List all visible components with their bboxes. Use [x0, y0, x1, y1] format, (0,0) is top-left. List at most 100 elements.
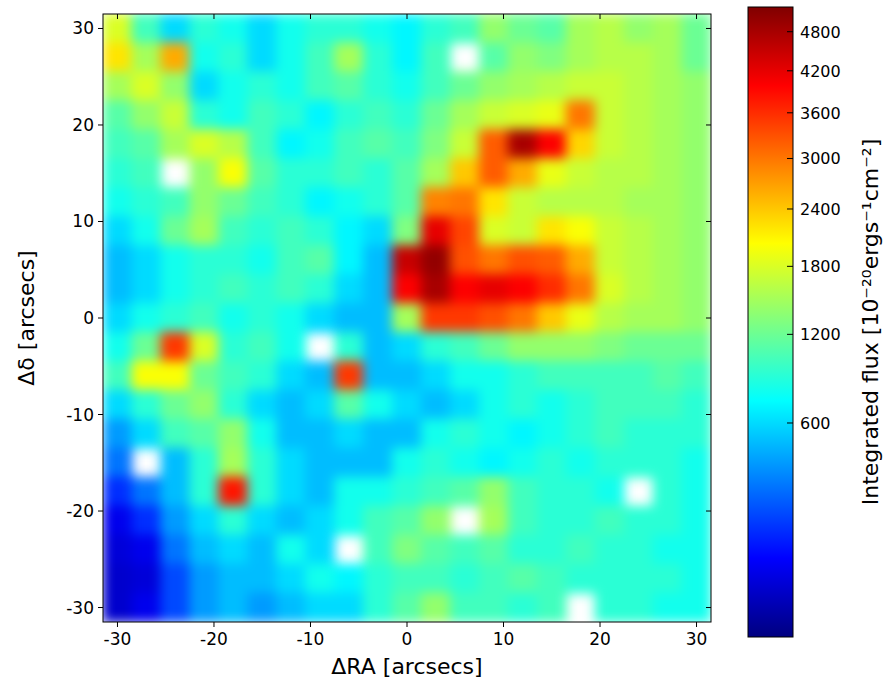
heatmap-cell: [479, 390, 509, 420]
heatmap-cell: [450, 274, 480, 304]
x-tick: [117, 622, 118, 627]
heatmap-cell: [479, 448, 509, 478]
heatmap-cell: [653, 506, 683, 536]
heatmap-cell: [334, 245, 364, 275]
heatmap-cell: [160, 593, 190, 622]
heatmap-cell: [508, 42, 538, 72]
heatmap-cell: [624, 274, 654, 304]
x-tick: [407, 622, 408, 627]
heatmap-cell: [508, 158, 538, 188]
heatmap-cell: [160, 129, 190, 159]
heatmap-cell: [421, 216, 451, 246]
y-tick-label: -20: [66, 501, 94, 521]
y-tick-right: [706, 414, 711, 415]
heatmap-cell: [363, 419, 393, 449]
y-tick-right: [706, 607, 711, 608]
heatmap-cell: [334, 361, 364, 391]
heatmap-cell: [653, 187, 683, 217]
heatmap-cell: [392, 274, 422, 304]
x-tick: [503, 622, 504, 627]
heatmap-cell: [566, 303, 596, 333]
heatmap-cell: [189, 274, 219, 304]
heatmap-cell: [276, 245, 306, 275]
heatmap-cell: [653, 274, 683, 304]
heatmap-cell: [392, 42, 422, 72]
heatmap-cell: [653, 245, 683, 275]
heatmap-cell: [392, 419, 422, 449]
heatmap-cell: [595, 14, 625, 43]
colorbar-tick: [787, 208, 793, 209]
heatmap-cell: [189, 448, 219, 478]
heatmap-cell: [450, 332, 480, 362]
heatmap-cell: [160, 361, 190, 391]
heatmap-cell: [421, 100, 451, 130]
heatmap-cell: [363, 477, 393, 507]
heatmap-cell: [624, 71, 654, 101]
colorbar-title: Integrated flux [10⁻²⁰ergs⁻¹cm⁻²]: [858, 139, 883, 505]
heatmap-cell: [131, 129, 161, 159]
heatmap-cell: [392, 448, 422, 478]
heatmap-cell: [305, 158, 335, 188]
y-tick: [98, 318, 103, 319]
heatmap-cell: [421, 361, 451, 391]
heatmap-cell: [653, 71, 683, 101]
heatmap-cell: [189, 42, 219, 72]
heatmap-cell: [334, 390, 364, 420]
heatmap-cell: [363, 216, 393, 246]
heatmap-cell: [595, 506, 625, 536]
heatmap-cell: [537, 42, 567, 72]
plot-frame: [103, 14, 711, 622]
y-tick-label: 0: [83, 308, 94, 328]
heatmap-cell: [450, 477, 480, 507]
heatmap-cell: [103, 332, 132, 362]
heatmap-cell: [653, 100, 683, 130]
x-tick-label: 10: [493, 629, 515, 649]
heatmap-cell: [566, 274, 596, 304]
heatmap-cell: [363, 390, 393, 420]
heatmap-cell: [624, 448, 654, 478]
heatmap-cell: [189, 361, 219, 391]
heatmap-cell: [595, 216, 625, 246]
heatmap-cell: [276, 42, 306, 72]
heatmap-cell: [421, 71, 451, 101]
heatmap-cell: [160, 14, 190, 43]
x-tick-label: 0: [402, 629, 413, 649]
heatmap-cell: [566, 390, 596, 420]
heatmap-cell: [479, 419, 509, 449]
heatmap-cell: [131, 477, 161, 507]
heatmap-cell: [595, 535, 625, 565]
heatmap-cell: [218, 332, 248, 362]
heatmap-cell: [450, 187, 480, 217]
y-tick-right: [706, 221, 711, 222]
heatmap-cell: [566, 42, 596, 72]
heatmap-cell: [131, 390, 161, 420]
heatmap-cell: [218, 100, 248, 130]
heatmap-cell: [653, 593, 683, 622]
y-tick-right: [706, 511, 711, 512]
heatmap-cell: [103, 303, 132, 333]
heatmap-cell: [624, 158, 654, 188]
heatmap-cell: [334, 303, 364, 333]
heatmap-cell: [624, 564, 654, 594]
heatmap-cell: [131, 274, 161, 304]
heatmap-cell: [392, 535, 422, 565]
heatmap-cell: [479, 14, 509, 43]
heatmap-cell: [305, 535, 335, 565]
heatmap-cell: [537, 245, 567, 275]
heatmap-cell: [189, 303, 219, 333]
heatmap-cell: [595, 71, 625, 101]
heatmap-cell: [421, 506, 451, 536]
heatmap-cell: [450, 158, 480, 188]
heatmap-cell: [103, 14, 132, 43]
heatmap-cell: [131, 216, 161, 246]
heatmap-cell: [595, 303, 625, 333]
heatmap-cell: [276, 477, 306, 507]
heatmap-cell: [682, 564, 711, 594]
colorbar-tick: [787, 422, 793, 423]
heatmap-cell: [363, 100, 393, 130]
heatmap-cell: [566, 216, 596, 246]
heatmap-cell: [595, 390, 625, 420]
x-tick-label: -10: [297, 629, 325, 649]
heatmap-cell: [595, 593, 625, 622]
heatmap-cell: [189, 14, 219, 43]
